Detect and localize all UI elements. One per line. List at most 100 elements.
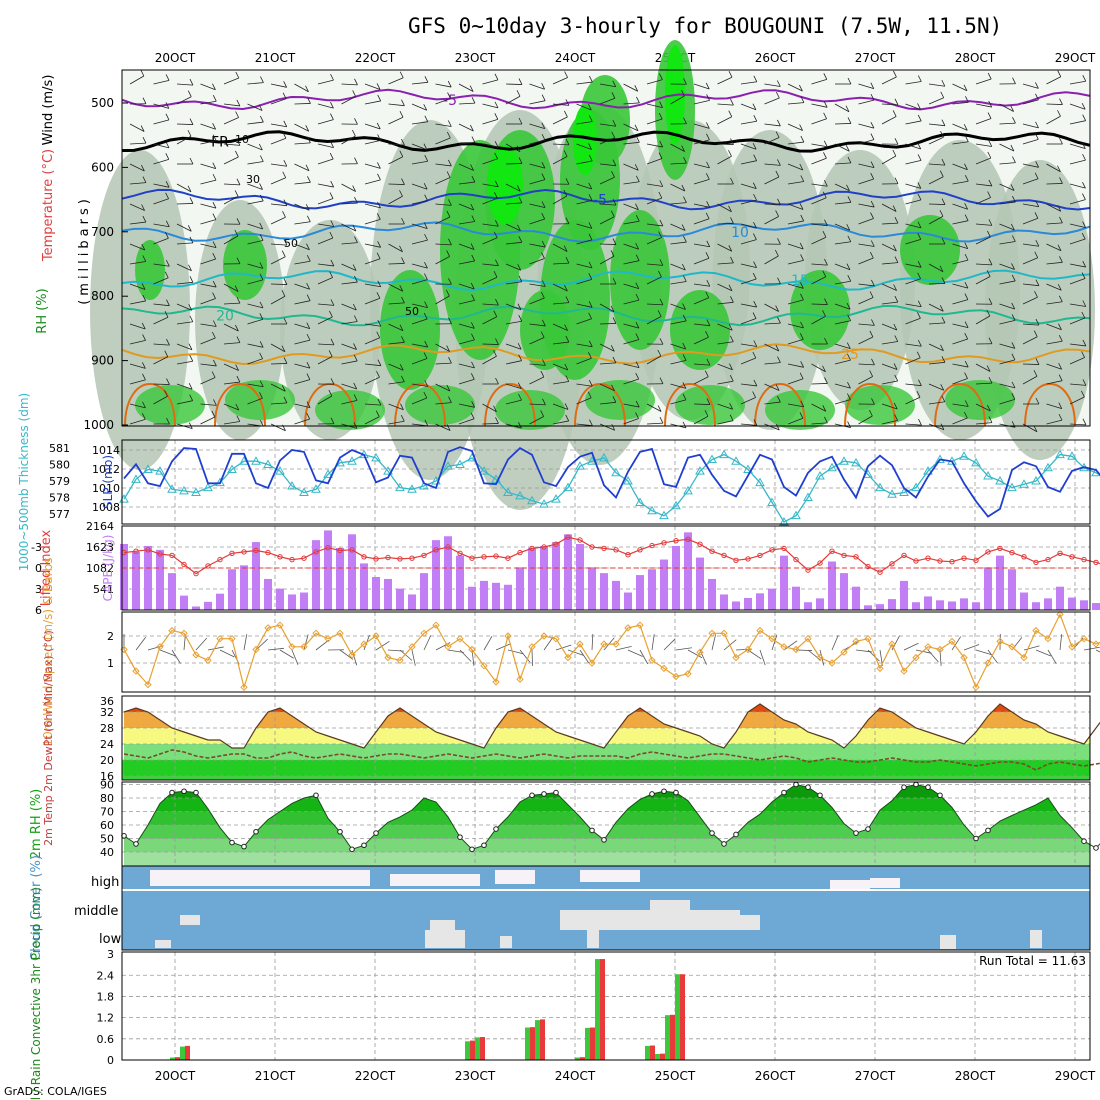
wind-barb-flag [565,414,570,422]
wind-barb-flag [611,384,615,391]
wind-barb-flag [189,355,194,362]
wind10-point [756,626,764,635]
wind-barb-flag [729,403,733,410]
wind-barb-flag [377,320,382,327]
thickness-point [311,484,321,493]
wind-barb-flag [283,160,288,167]
cloud-middle-gap [560,910,740,930]
wind-barb [670,281,687,285]
wind-barb-flag [212,320,217,327]
lifted-index-point [997,545,1003,552]
cape-bar [672,545,680,610]
wind-barb [928,303,944,312]
wind-barb [787,260,804,265]
wind-barb-flag [964,135,969,142]
wind-barb [646,355,662,365]
wind-barb-flag [847,275,852,282]
cape-bar [300,592,308,610]
wind-barb-flag [1011,381,1016,389]
wind-barb-flag [165,192,169,199]
wind-barb [129,221,146,225]
wind-barb-flag [211,371,216,378]
precip-conv-bar [600,959,605,1060]
wind-barb-flag [259,194,264,202]
wind-barb [317,79,334,85]
wind-barb-flag [941,316,946,324]
p4-ylabel: 10m Wind Speed (m/s) & Barbs [41,558,55,747]
wind-barb [693,218,710,225]
wind10-point [252,645,260,654]
wind-barb-flag [964,332,969,340]
wind10-barb [159,649,176,657]
rh-tick-label: 50 [100,833,114,846]
wind-barb [905,263,922,268]
wind-barb [1022,296,1038,305]
wind-barb-flag [401,296,405,304]
wind-barb-flag [988,100,993,108]
wind-barb-flag [283,357,288,364]
wind10-barb [1035,649,1051,657]
wind-barb-flag [283,120,288,127]
wind-barb [411,397,427,405]
wind-barb [317,263,334,267]
wind-barb [623,203,639,211]
wind-barb [341,383,357,390]
wind10-point [996,637,1004,646]
precip-total-bar [465,1041,470,1060]
grads-credit: GrADS: COLA/IGES [4,1085,107,1098]
lifted-index-point [433,547,439,553]
wind-barb-flag [541,240,546,248]
wind-barb [482,355,497,365]
wind-barb-flag [776,80,781,87]
wind-barb-flag [377,280,382,287]
wind-barb-flag [893,70,897,78]
wind-barb-flag [282,171,287,178]
wind-barb-flag [1034,291,1038,298]
wind10-barb [543,636,554,651]
wind-barb-flag [822,405,827,412]
wind-barb-flag [729,414,734,421]
wind-barb-flag [212,213,217,220]
cape-bar [828,561,836,610]
lifted-index-point [1057,550,1063,556]
wind-barb [858,297,874,305]
wind-barb-flag [964,214,969,221]
wind-barb [905,120,922,125]
rh-green-area [520,290,570,370]
thickness-point [191,487,201,497]
wind-barb-flag [258,143,263,151]
wind-barb-flag [540,331,545,338]
rh-green-area [790,270,850,350]
wind-barb-flag [752,272,757,280]
wind10-point [888,640,896,648]
cloud-low-gap [500,936,512,948]
wind-barb-flag [1081,351,1085,358]
wind-barb [411,303,428,308]
cape-bar [216,593,224,610]
wind-barb [693,243,710,248]
wind-barb-flag [941,237,946,245]
wind-barb-flag [917,340,922,347]
cape-tick-label: 1623 [86,541,114,554]
wind-barb [552,403,569,410]
wind10-point [336,629,344,638]
thickness-tick-label: 580 [49,459,70,472]
wind-barb-flag [635,293,640,301]
wind-barb-flag [941,80,946,87]
wind-barb-flag [236,178,241,186]
wind-barb-flag [987,112,992,119]
thickness-point [263,459,273,468]
wind10-barb [531,649,533,667]
wind10-point [936,645,944,654]
slp-tick-label: 1010 [92,482,120,495]
10m-wind-panel: 12 [107,610,1100,693]
wind-barb [317,183,334,188]
wind-barb-flag [212,173,217,181]
wind-barb-flag [588,273,593,280]
wind-barb [834,320,851,325]
p2-ylabel-slp: SLP (mb) [101,455,115,509]
wind-barb [952,203,968,210]
wind-barb [834,103,850,113]
lifted-index-point [397,556,403,562]
